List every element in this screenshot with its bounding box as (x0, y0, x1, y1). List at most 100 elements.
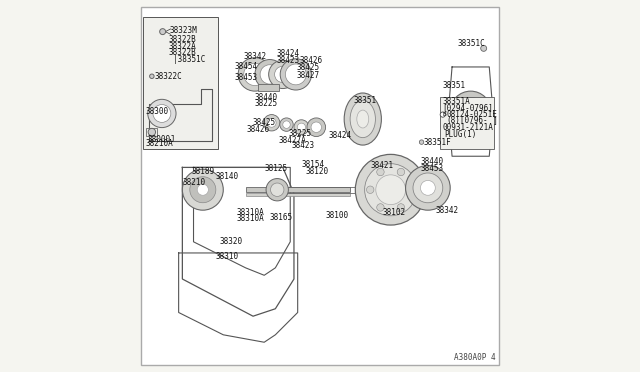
Text: 38440: 38440 (420, 157, 444, 166)
Circle shape (260, 65, 280, 84)
Text: 38351A: 38351A (442, 97, 470, 106)
Text: 38342: 38342 (435, 206, 458, 215)
Circle shape (377, 204, 384, 211)
Circle shape (285, 64, 306, 85)
Text: 38322B: 38322B (168, 35, 196, 44)
Text: |38351C: |38351C (173, 55, 205, 64)
Text: 38310: 38310 (216, 252, 239, 261)
Polygon shape (179, 253, 298, 342)
Bar (147, 128, 157, 136)
Text: 38120: 38120 (305, 167, 328, 176)
Circle shape (271, 183, 284, 196)
Text: B: B (442, 112, 446, 117)
Text: 38427A: 38427A (278, 136, 306, 145)
Text: 38322B: 38322B (168, 48, 196, 57)
Circle shape (275, 66, 291, 83)
Polygon shape (182, 167, 294, 316)
Circle shape (408, 186, 415, 193)
Circle shape (150, 74, 154, 78)
Circle shape (365, 164, 417, 216)
Circle shape (148, 99, 176, 128)
Circle shape (397, 168, 404, 176)
Text: 38322A: 38322A (168, 42, 196, 51)
Text: 38440: 38440 (255, 93, 278, 102)
Text: 38423: 38423 (276, 56, 300, 65)
Ellipse shape (350, 100, 376, 138)
Text: 38323M: 38323M (170, 26, 197, 35)
Circle shape (450, 91, 491, 132)
Circle shape (153, 105, 171, 122)
Circle shape (413, 173, 443, 203)
Text: 08124-0251E: 08124-0251E (447, 110, 497, 119)
Text: 38454: 38454 (234, 62, 257, 71)
Ellipse shape (344, 93, 381, 145)
Text: 38453: 38453 (234, 73, 257, 81)
Polygon shape (193, 167, 291, 275)
Text: 38351: 38351 (353, 96, 376, 105)
Circle shape (376, 175, 406, 205)
Text: PLUG(1): PLUG(1) (445, 130, 477, 139)
Circle shape (465, 106, 476, 117)
Text: 38210: 38210 (182, 178, 205, 187)
Circle shape (280, 59, 312, 90)
Text: 00931-2121A: 00931-2121A (442, 124, 493, 132)
Circle shape (244, 63, 266, 86)
Text: 38425: 38425 (252, 118, 275, 127)
Text: 38351C: 38351C (458, 39, 485, 48)
Text: 38310A: 38310A (236, 208, 264, 217)
Circle shape (440, 112, 445, 117)
Text: 38342: 38342 (244, 52, 267, 61)
Text: 38125: 38125 (265, 164, 288, 173)
Circle shape (311, 122, 321, 132)
Circle shape (148, 128, 156, 136)
Circle shape (264, 115, 280, 131)
Circle shape (280, 118, 293, 131)
Text: 38225: 38225 (289, 129, 312, 138)
Text: 38426: 38426 (300, 56, 323, 65)
Ellipse shape (357, 110, 369, 128)
Text: 38300: 38300 (145, 107, 168, 116)
Text: 38100: 38100 (326, 211, 349, 220)
Circle shape (267, 118, 276, 127)
Text: 38320: 38320 (220, 237, 243, 246)
Circle shape (238, 58, 271, 91)
Circle shape (190, 177, 216, 203)
Bar (143, 17, 218, 149)
Text: 38310A: 38310A (236, 214, 264, 223)
Text: 38102: 38102 (383, 208, 406, 217)
Text: 38425: 38425 (296, 63, 320, 72)
Text: 38000J: 38000J (147, 135, 175, 144)
Text: 38140: 38140 (216, 172, 239, 181)
Circle shape (481, 45, 486, 51)
Text: A380A0P 4: A380A0P 4 (454, 353, 495, 362)
Circle shape (377, 168, 384, 176)
Text: 38423: 38423 (292, 141, 315, 150)
Bar (246, 187, 349, 192)
Circle shape (355, 154, 426, 225)
Text: 38351: 38351 (443, 81, 466, 90)
Text: 38427: 38427 (296, 71, 320, 80)
Circle shape (294, 120, 309, 135)
Circle shape (255, 60, 285, 89)
Text: (8)[0796-: (8)[0796- (447, 116, 488, 125)
Bar (440, 97, 494, 149)
Circle shape (307, 118, 326, 137)
Polygon shape (449, 67, 493, 156)
Text: 38351F: 38351F (424, 138, 451, 147)
Text: 38453: 38453 (420, 164, 444, 173)
Text: 38154: 38154 (301, 160, 324, 169)
Circle shape (159, 29, 166, 35)
Circle shape (266, 179, 289, 201)
Circle shape (269, 60, 297, 89)
Text: 38426: 38426 (246, 125, 270, 134)
Circle shape (367, 186, 374, 193)
Circle shape (419, 140, 424, 144)
Bar (259, 84, 278, 91)
Bar (246, 193, 349, 196)
Text: 38421: 38421 (371, 161, 394, 170)
Circle shape (182, 169, 223, 210)
Text: 38322C: 38322C (154, 72, 182, 81)
Text: 38210A: 38210A (145, 140, 173, 148)
Circle shape (456, 97, 484, 126)
Circle shape (397, 204, 404, 211)
